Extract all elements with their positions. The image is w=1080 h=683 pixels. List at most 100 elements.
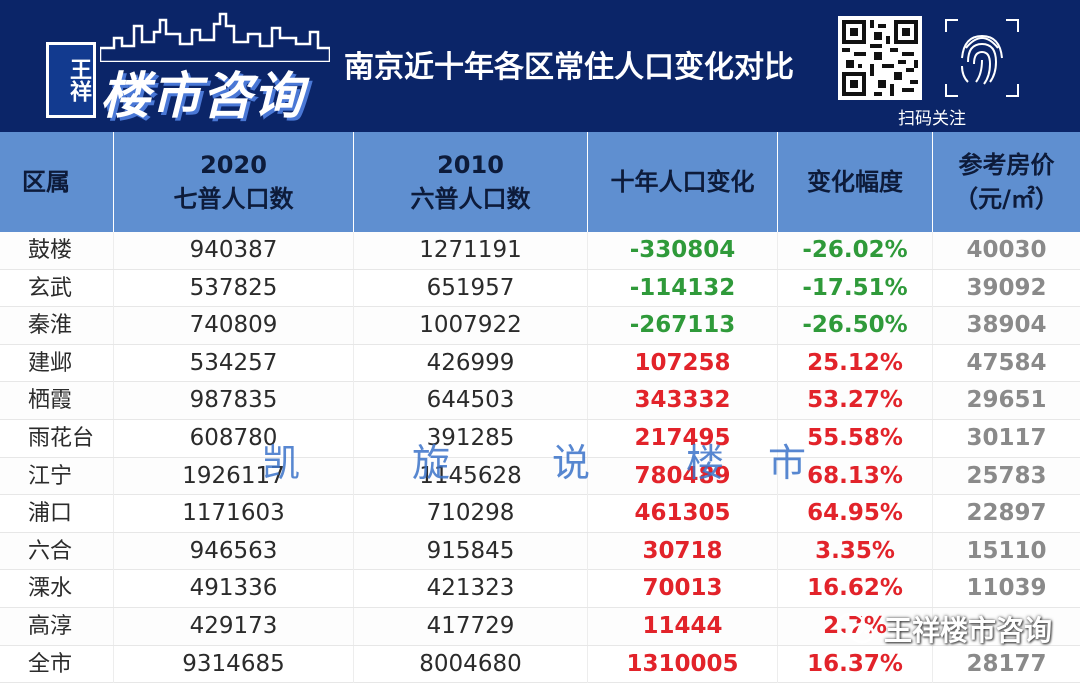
table-row: 玄武 537825 651957 -114132 -17.51% 39092 (0, 269, 1080, 308)
table-body: 鼓楼 940387 1271191 -330804 -26.02% 40030 玄武 5378… (0, 232, 1080, 683)
population-2010-cell: 1271191 (354, 232, 588, 269)
column-header: 十年人口变化 (588, 132, 778, 232)
population-2010-cell: 644503 (354, 382, 588, 420)
price-cell: 29651 (966, 387, 1047, 414)
price-cell: 47584 (966, 349, 1047, 376)
district-cell: 六合 (0, 532, 114, 570)
column-header-label: 十年人口变化 (610, 168, 755, 196)
brand-logo[interactable]: 王祥 楼市咨询 (40, 12, 330, 125)
population-2010-cell: 421323 (354, 570, 588, 608)
population-2010-cell: 8004680 (354, 645, 588, 683)
qr-label: 扫码关注 (898, 109, 966, 129)
table-header: 区属 2020 七普人口数 2010 六普人口数 十年人口变化 变化幅度 参考房价 （元/㎡） (0, 132, 1080, 232)
column-header: 参考房价 （元/㎡） (933, 132, 1080, 232)
population-2020-cell: 9314685 (114, 645, 354, 683)
change-rate-cell: -17.51% (778, 269, 933, 307)
price-cell: 28177 (966, 650, 1047, 677)
population-2020-cell: 987835 (114, 382, 354, 420)
population-2020-cell: 537825 (114, 269, 354, 307)
price-cell: 22897 (966, 500, 1047, 527)
change-rate-cell: 16.62% (778, 570, 933, 608)
district-cell: 江宁 (0, 457, 114, 495)
district-cell: 全市 (0, 645, 114, 683)
change-cell: 11444 (588, 607, 778, 645)
table-row: 栖霞 987835 644503 343332 53.27% 29651 (0, 382, 1080, 420)
watermark-char: 凯 (262, 441, 301, 485)
district-cell: 秦淮 (0, 307, 114, 345)
column-header: 变化幅度 (778, 132, 933, 232)
table-row: 建邺 534257 426999 107258 25.12% 47584 (0, 344, 1080, 383)
column-header-label: 变化幅度 (807, 168, 903, 196)
population-2010-cell: 1145628 (354, 457, 588, 495)
qr-code-icon[interactable] (838, 16, 922, 100)
change-cell: 780489 (588, 457, 778, 495)
population-2020-cell: 534257 (114, 344, 354, 382)
city-skyline-icon (100, 12, 330, 62)
change-rate-cell: -26.50% (778, 307, 933, 345)
column-header: 2010 六普人口数 (354, 132, 588, 232)
brand-watermark: 王祥楼市咨询 (836, 607, 1052, 651)
brand-watermark-text: 王祥楼市咨询 (884, 614, 1053, 647)
watermark-char: 旋 (412, 441, 451, 485)
change-cell: -330804 (588, 232, 778, 269)
column-header: 2020 七普人口数 (114, 132, 354, 232)
price-cell: 30117 (966, 424, 1047, 451)
district-cell: 鼓楼 (0, 232, 114, 269)
price-cell: 11039 (966, 575, 1047, 602)
population-2010-cell: 915845 (354, 532, 588, 570)
table-row: 高淳 429173 417729 11444 2.7% (0, 607, 1080, 646)
change-cell: -114132 (588, 269, 778, 307)
column-header-label: 2010 (437, 151, 504, 179)
table-row: 六合 946563 915845 30718 3.35% 15110 (0, 532, 1080, 571)
change-rate-cell: 68.13% (778, 457, 933, 495)
column-header-label: 七普人口数 (173, 185, 294, 213)
change-rate-cell: 25.12% (778, 344, 933, 382)
price-cell: 15110 (966, 537, 1047, 564)
population-2010-cell: 710298 (354, 495, 588, 533)
district-cell: 溧水 (0, 570, 114, 608)
change-cell: 107258 (588, 344, 778, 382)
watermark-char: 市 (768, 441, 807, 485)
fingerprint-icon (945, 19, 1019, 97)
population-2010-cell: 426999 (354, 344, 588, 382)
change-cell: 70013 (588, 570, 778, 608)
district-cell: 建邺 (0, 344, 114, 382)
table-row: 秦淮 740809 1007922 -267113 -26.50% 38904 (0, 307, 1080, 345)
column-header: 区属 (0, 132, 114, 232)
column-header-label: 六普人口数 (410, 185, 531, 213)
population-2020-cell: 608780 (114, 419, 354, 457)
population-2010-cell: 391285 (354, 419, 588, 457)
table-row: 全市 9314685 8004680 1310005 16.37% 28177 (0, 645, 1080, 683)
population-2020-cell: 940387 (114, 232, 354, 269)
population-2020-cell: 429173 (114, 607, 354, 645)
table-row: 雨花台 608780 391285 217495 55.58% 30117 (0, 419, 1080, 458)
price-cell: 40030 (966, 237, 1047, 263)
logo-badge: 王祥 (46, 42, 96, 118)
district-cell: 雨花台 (0, 419, 114, 457)
column-header-label: 2020 (200, 151, 267, 179)
change-rate-cell: 3.35% (778, 532, 933, 570)
change-rate-cell: 64.95% (778, 495, 933, 533)
header-banner: 王祥 楼市咨询 南京近十年各区常住人口变化对比 扫码关注 (0, 0, 1080, 132)
population-2010-cell: 1007922 (354, 307, 588, 345)
population-table: 区属 2020 七普人口数 2010 六普人口数 十年人口变化 变化幅度 参考房价 （元/㎡） … (0, 132, 1080, 683)
column-header-label: （元/㎡） (954, 185, 1059, 213)
change-cell: 217495 (588, 419, 778, 457)
district-cell: 浦口 (0, 495, 114, 533)
wechat-icon (836, 612, 875, 644)
change-cell: 30718 (588, 532, 778, 570)
watermark-char: 说 (552, 441, 591, 485)
district-cell: 栖霞 (0, 382, 114, 420)
population-2020-cell: 946563 (114, 532, 354, 570)
change-rate-cell: 16.37% (778, 645, 933, 683)
table-row: 鼓楼 940387 1271191 -330804 -26.02% 40030 (0, 232, 1080, 270)
page-title: 南京近十年各区常住人口变化对比 (344, 50, 794, 85)
change-cell: 461305 (588, 495, 778, 533)
column-header-label: 区属 (22, 168, 70, 196)
change-rate-cell: -26.02% (778, 232, 933, 269)
population-2020-cell: 740809 (114, 307, 354, 345)
change-rate-cell: 53.27% (778, 382, 933, 420)
population-2020-cell: 491336 (114, 570, 354, 608)
price-cell: 25783 (966, 462, 1047, 489)
table-row: 溧水 491336 421323 70013 16.62% 11039 (0, 570, 1080, 608)
